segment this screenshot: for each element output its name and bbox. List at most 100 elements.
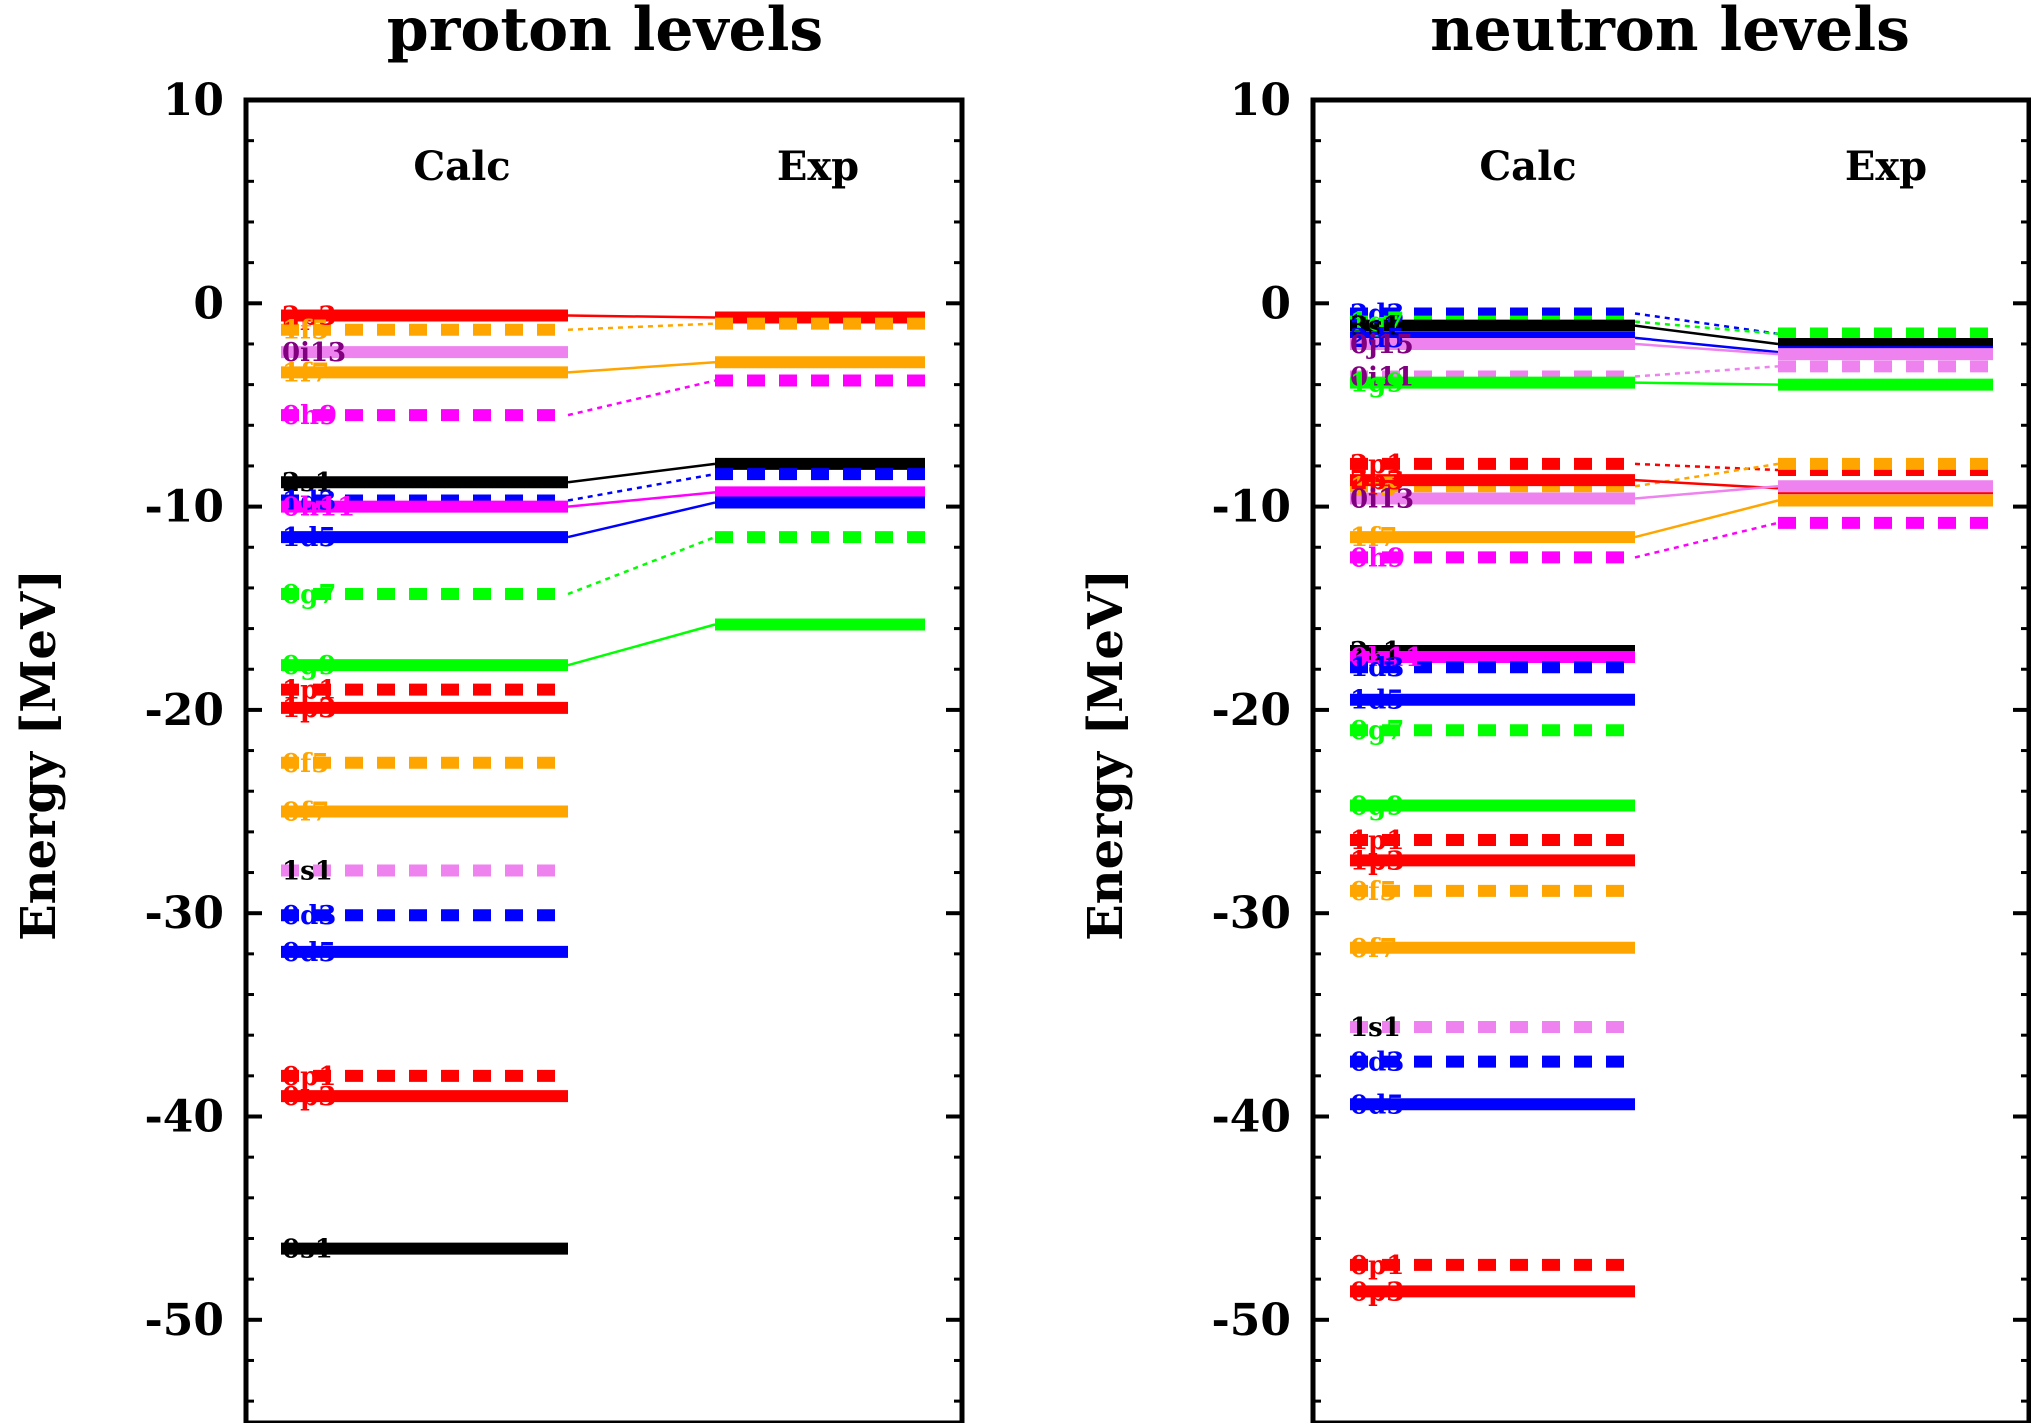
proton-y-tick-label: -10 <box>145 482 225 533</box>
neutron-y-tick-label: 10 <box>1230 75 1291 126</box>
neutron-level-label-3s1: 3s1 <box>1350 312 1401 342</box>
proton-panel-title: proton levels <box>387 0 823 65</box>
neutron-level-label-0d3: 0d3 <box>1350 1048 1404 1078</box>
neutron-connector-3s1 <box>1634 324 1779 346</box>
proton-connector-0g7 <box>567 535 716 596</box>
neutron-level-labels: 2d31g73s12d50j150i111g92p11f52p30i131f70… <box>1350 299 1423 1307</box>
proton-level-label-0d5: 0d5 <box>282 938 336 968</box>
neutron-level-lines <box>1350 307 1993 1298</box>
proton-level-label-0g7: 0g7 <box>282 580 336 610</box>
proton-y-ticks: 10 0 -10 -20 -30 -40 -50 <box>145 75 962 1403</box>
neutron-connector-2p3 <box>1634 478 1779 490</box>
neutron-y-tick-label: -50 <box>1212 1295 1292 1346</box>
proton-level-label-0h11: 0h11 <box>282 493 355 523</box>
neutron-level-label-2d5: 2d5 <box>1350 324 1404 354</box>
proton-level-lines <box>281 309 925 1255</box>
neutron-level-label-1g7: 1g7 <box>1350 308 1404 338</box>
neutron-level-label-2d3: 2d3 <box>1350 299 1404 329</box>
neutron-connector-0i11 <box>1634 365 1779 378</box>
proton-level-label-0p3: 0p3 <box>282 1082 336 1112</box>
neutron-y-tick-label: -20 <box>1212 685 1292 736</box>
neutron-level-label-1g9: 1g9 <box>1350 369 1404 399</box>
neutron-exp-header: Exp <box>1845 143 1927 190</box>
neutron-y-axis-label: Energy [MeV] <box>1078 569 1134 941</box>
proton-connector-1f5 <box>567 322 716 331</box>
proton-level-label-1f5: 1f5 <box>282 316 329 346</box>
neutron-level-label-1p1: 1p1 <box>1350 826 1404 856</box>
proton-connector-1d5 <box>567 501 716 539</box>
proton-level-label-2s1: 2s1 <box>282 468 333 498</box>
neutron-panel: neutron levels Energy [MeV] Calc Exp 10 0… <box>1078 0 2031 1426</box>
proton-level-label-1f7: 1f7 <box>282 358 329 388</box>
neutron-connector-2d5 <box>1634 336 1779 354</box>
proton-y-tick-label: -20 <box>145 685 225 736</box>
proton-level-label-1d3: 1d3 <box>282 487 336 517</box>
proton-level-label-0i13: 0i13 <box>282 338 346 368</box>
proton-level-label-2p3: 2p3 <box>282 301 336 331</box>
neutron-connector-2d3 <box>1634 312 1779 336</box>
proton-level-label-1s1: 1s1 <box>282 857 333 887</box>
proton-y-tick-label: 0 <box>193 278 224 329</box>
neutron-connector-0j15 <box>1634 342 1779 356</box>
neutron-connector-0i13 <box>1634 485 1779 500</box>
proton-connector-1d3 <box>567 472 716 502</box>
proton-connector-1f7 <box>567 361 716 374</box>
proton-level-label-0g9: 0g9 <box>282 651 336 681</box>
neutron-level-label-0j15: 0j15 <box>1350 330 1414 360</box>
neutron-level-label-2p3: 2p3 <box>1350 466 1404 496</box>
proton-connector-0h9 <box>567 379 716 417</box>
proton-level-label-0p1: 0p1 <box>282 1062 336 1092</box>
neutron-connector-1g9 <box>1634 381 1779 386</box>
proton-level-label-1p1: 1p1 <box>282 676 336 706</box>
neutron-y-tick-label: -10 <box>1212 482 1292 533</box>
neutron-level-label-1f7: 1f7 <box>1350 523 1397 553</box>
proton-y-tick-label: -30 <box>145 888 225 939</box>
neutron-level-label-0h9: 0h9 <box>1350 543 1405 573</box>
neutron-connector-0h9 <box>1634 521 1779 559</box>
neutron-plot-frame <box>1310 97 2031 1426</box>
proton-connector-0h11 <box>567 491 716 508</box>
proton-y-tick-label: 10 <box>163 75 224 126</box>
neutron-level-label-0i11: 0i11 <box>1350 362 1414 392</box>
proton-exp-header: Exp <box>777 143 859 190</box>
proton-level-label-0f5: 0f5 <box>282 749 329 779</box>
neutron-level-label-0p1: 0p1 <box>1350 1251 1404 1281</box>
proton-connector-2s1 <box>567 462 716 484</box>
proton-level-label-0s1: 0s1 <box>282 1235 333 1265</box>
proton-y-axis-label: Energy [MeV] <box>11 569 67 941</box>
proton-level-label-1d5: 1d5 <box>282 523 336 553</box>
neutron-panel-title: neutron levels <box>1430 0 1910 65</box>
proton-y-tick-label: -50 <box>145 1295 225 1346</box>
neutron-level-label-0h11: 0h11 <box>1350 643 1423 673</box>
neutron-level-label-1p3: 1p3 <box>1350 846 1404 876</box>
neutron-level-label-2s1: 2s1 <box>1350 637 1401 667</box>
neutron-connector-1f7 <box>1634 499 1779 539</box>
neutron-level-label-1f5: 1f5 <box>1350 472 1397 502</box>
neutron-level-label-1d3: 1d3 <box>1350 653 1404 683</box>
proton-panel: proton levels Energy [MeV] Calc Exp 10 0 -… <box>11 0 965 1426</box>
neutron-level-label-0d5: 0d5 <box>1350 1090 1404 1120</box>
neutron-level-label-0p3: 0p3 <box>1350 1277 1404 1307</box>
neutron-y-tick-label: -30 <box>1212 888 1292 939</box>
neutron-connector-lines <box>1634 312 1779 559</box>
neutron-level-label-2p1: 2p1 <box>1350 450 1404 480</box>
proton-level-label-0f7: 0f7 <box>282 798 329 828</box>
neutron-level-label-0f5: 0f5 <box>1350 877 1397 907</box>
proton-level-label-0d3: 0d3 <box>282 901 336 931</box>
neutron-y-tick-label: -40 <box>1212 1092 1292 1143</box>
proton-level-label-1p3: 1p3 <box>282 694 336 724</box>
neutron-level-label-0g9: 0g9 <box>1350 791 1404 821</box>
proton-level-label-0h9: 0h9 <box>282 401 337 431</box>
neutron-calc-header: Calc <box>1479 143 1576 190</box>
neutron-level-label-1s1: 1s1 <box>1350 1013 1401 1043</box>
neutron-level-label-0g7: 0g7 <box>1350 716 1404 746</box>
neutron-connector-2p1 <box>1634 462 1779 472</box>
proton-connector-0g9 <box>567 623 716 667</box>
neutron-y-tick-label: 0 <box>1260 278 1291 329</box>
neutron-level-label-0f7: 0f7 <box>1350 934 1397 964</box>
neutron-connector-1g7 <box>1634 320 1779 336</box>
neutron-y-ticks: 10 0 -10 -20 -30 -40 -50 <box>1212 75 2029 1403</box>
